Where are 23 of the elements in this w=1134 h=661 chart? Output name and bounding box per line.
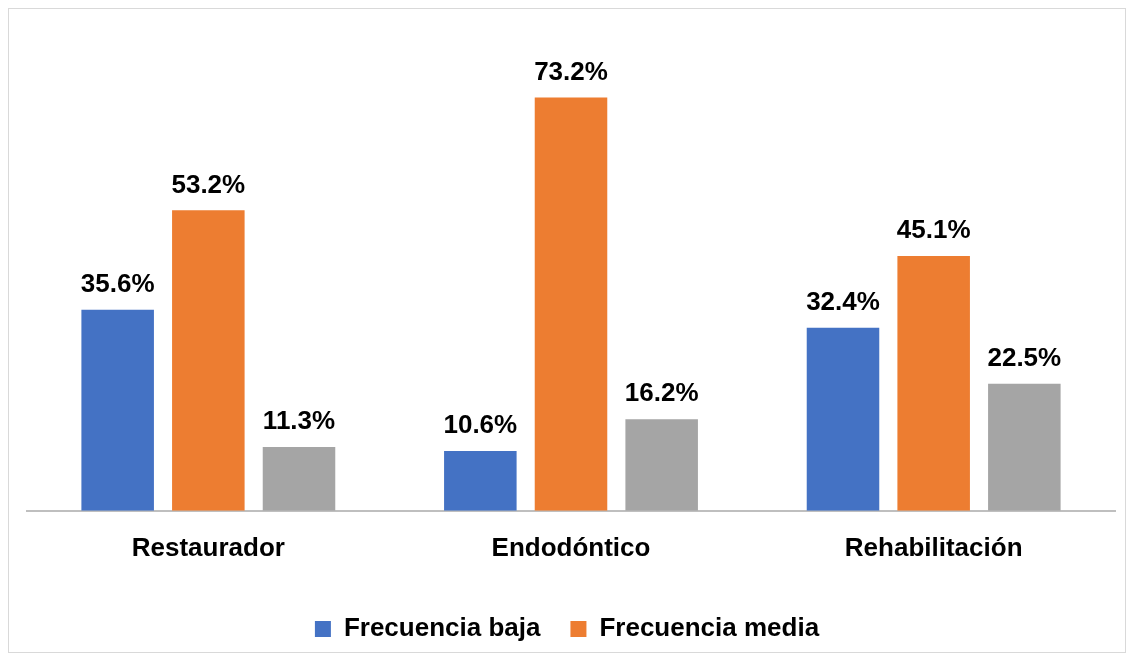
x-tick-label: Endodóntico bbox=[491, 531, 651, 562]
bar bbox=[262, 446, 336, 511]
bar bbox=[625, 419, 698, 511]
bar bbox=[897, 256, 970, 511]
data-label: 45.1% bbox=[896, 214, 971, 245]
bar bbox=[534, 97, 608, 511]
data-label: 32.4% bbox=[806, 285, 880, 316]
bar bbox=[172, 210, 245, 511]
bar bbox=[806, 327, 880, 511]
bar bbox=[988, 383, 1061, 511]
x-tick-label: Restaurador bbox=[131, 531, 285, 562]
data-label: 16.2% bbox=[624, 377, 699, 408]
x-tick-label: Rehabilitación bbox=[844, 531, 1023, 562]
bar bbox=[81, 309, 154, 511]
data-label: 22.5% bbox=[987, 341, 1062, 372]
data-label: 53.2% bbox=[171, 168, 246, 199]
data-label: 10.6% bbox=[443, 409, 518, 440]
data-label: 73.2% bbox=[534, 55, 608, 86]
legend-label: Frecuencia media bbox=[599, 612, 820, 643]
legend-label: Frecuencia baja bbox=[343, 612, 541, 643]
bar bbox=[444, 450, 517, 511]
data-label: 11.3% bbox=[262, 405, 336, 436]
data-label: 35.6% bbox=[80, 267, 155, 298]
